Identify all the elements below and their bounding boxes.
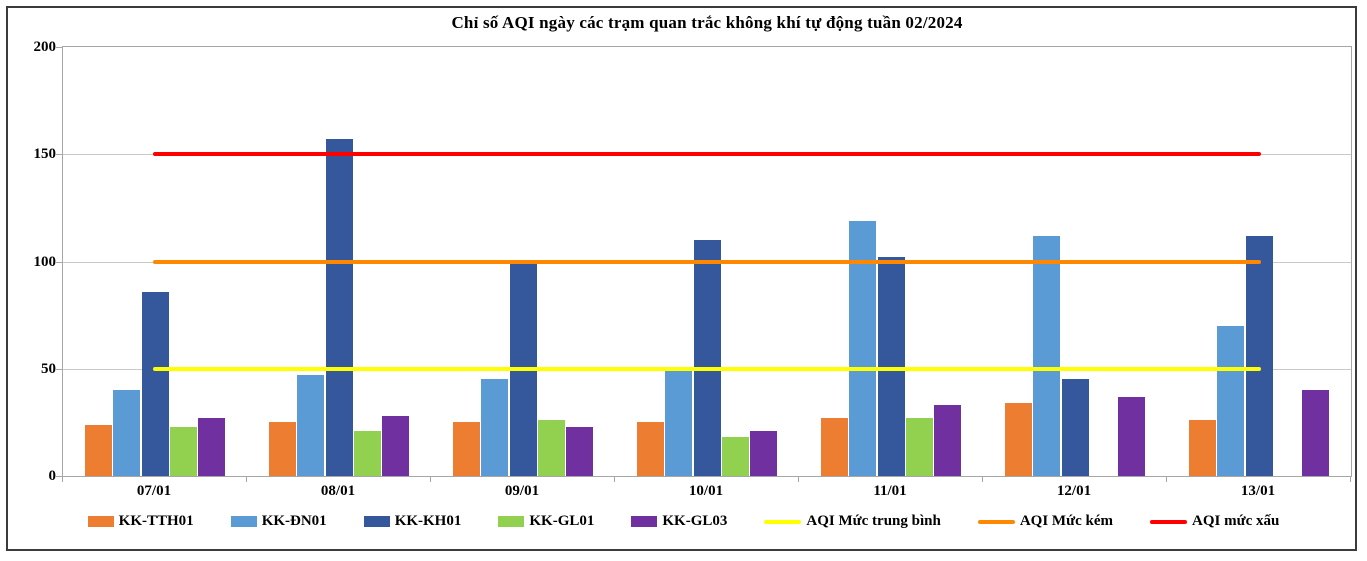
bar-kk-kh01-11-01 (877, 257, 905, 476)
bar-kk-tth01-07-01 (85, 424, 113, 476)
y-axis-label-0: 0 (48, 468, 57, 484)
bar-kk-gl03-12-01 (1117, 396, 1145, 476)
x-axis-label-10-01: 10/01 (688, 483, 724, 499)
y-axis-tick-0 (56, 476, 62, 477)
legend-item-kk-n01: KK-ĐN01 (230, 513, 327, 530)
bar-kk-gl03-08-01 (381, 415, 409, 476)
plot-area (62, 46, 1352, 477)
x-axis-tick-1 (246, 477, 247, 482)
y-axis-tick-100 (56, 261, 62, 263)
legend-color-swatch-kk-n01 (230, 516, 257, 527)
y-axis-tick-50 (56, 368, 62, 370)
legend-label-aqi-m-c-trung-b-nh: AQI Mức trung bình (806, 513, 941, 529)
legend-label-kk-gl01: KK-GL01 (529, 513, 595, 529)
bar-kk-n01-12-01 (1033, 235, 1061, 476)
x-axis-tick-2 (430, 477, 431, 482)
x-axis-tick-4 (798, 477, 799, 482)
bar-kk-gl03-10-01 (749, 430, 777, 476)
legend-label-kk-tth01: KK-TTH01 (118, 513, 194, 529)
bar-kk-gl03-09-01 (565, 426, 593, 476)
legend-item-aqi-m-c-x-u: AQI mức xấu (1149, 513, 1280, 530)
legend-color-swatch-kk-gl01 (498, 516, 525, 527)
legend-line-swatch-aqi-m-c-k-m (977, 519, 1015, 524)
bar-kk-gl03-07-01 (197, 418, 225, 476)
x-axis-label-09-01: 09/01 (504, 483, 540, 499)
chart-title: Chỉ số AQI ngày các trạm quan trắc không… (451, 13, 963, 32)
legend-label-aqi-m-c-k-m: AQI Mức kém (1019, 513, 1113, 529)
bar-kk-gl01-11-01 (905, 418, 933, 476)
y-axis-label-150: 150 (33, 146, 57, 163)
chart-legend: KK-TTH01 KK-ĐN01 KK-KH01 KK-GL01 KK-GL03 AQI … (10, 513, 1357, 530)
y-axis-tick-200 (56, 47, 62, 48)
legend-item-kk-gl03: KK-GL03 (631, 513, 727, 530)
bar-kk-n01-13-01 (1217, 325, 1245, 476)
legend-label-aqi-m-c-x-u: AQI mức xấu (1191, 513, 1280, 529)
legend-color-swatch-kk-gl03 (631, 516, 658, 527)
bar-kk-tth01-10-01 (637, 422, 665, 476)
legend-item-kk-tth01: KK-TTH01 (87, 513, 194, 530)
bar-kk-gl01-10-01 (721, 437, 749, 476)
bar-kk-tth01-13-01 (1189, 420, 1217, 476)
y-axis-label-200: 200 (33, 39, 57, 55)
bar-kk-gl01-07-01 (169, 426, 197, 476)
bar-kk-kh01-13-01 (1245, 235, 1273, 476)
bar-kk-gl01-09-01 (537, 420, 565, 476)
legend-label-kk-n01: KK-ĐN01 (261, 513, 327, 529)
legend-line-swatch-aqi-m-c-x-u (1149, 519, 1187, 524)
bar-kk-tth01-11-01 (821, 418, 849, 476)
x-axis-label-11-01: 11/01 (873, 483, 907, 499)
legend-item-aqi-m-c-k-m: AQI Mức kém (977, 513, 1113, 530)
x-axis-label-13-01: 13/01 (1240, 483, 1276, 499)
bar-kk-kh01-07-01 (141, 291, 169, 476)
reference-line-aqi-m-c-x-u (153, 152, 1261, 157)
y-axis-label-50: 50 (41, 360, 56, 377)
bar-kk-gl01-08-01 (353, 430, 381, 476)
bar-kk-n01-10-01 (665, 366, 693, 476)
x-axis-tick-0 (62, 477, 63, 482)
bar-kk-tth01-12-01 (1005, 403, 1033, 476)
legend-label-kk-gl03: KK-GL03 (662, 513, 728, 529)
legend-line-swatch-aqi-m-c-trung-b-nh (764, 519, 802, 524)
legend-item-kk-gl01: KK-GL01 (498, 513, 594, 530)
x-axis-tick-7 (1350, 477, 1351, 482)
x-axis-label-12-01: 12/01 (1056, 483, 1092, 499)
reference-line-aqi-m-c-k-m (153, 259, 1261, 264)
bar-kk-n01-09-01 (481, 379, 509, 476)
x-axis-tick-3 (614, 477, 615, 482)
x-axis-label-08-01: 08/01 (320, 483, 356, 499)
bar-kk-tth01-08-01 (269, 422, 297, 476)
bar-kk-n01-07-01 (113, 390, 141, 476)
bar-kk-kh01-12-01 (1061, 379, 1089, 476)
bar-kk-kh01-08-01 (325, 139, 353, 476)
bar-kk-tth01-09-01 (453, 422, 481, 476)
legend-label-kk-kh01: KK-KH01 (394, 513, 462, 529)
legend-color-swatch-kk-kh01 (363, 516, 390, 527)
x-axis-tick-5 (982, 477, 983, 482)
y-axis-tick-150 (56, 154, 62, 156)
bar-kk-gl03-11-01 (933, 405, 961, 476)
bar-kk-gl03-13-01 (1301, 390, 1329, 476)
reference-line-aqi-m-c-trung-b-nh (153, 366, 1261, 371)
legend-item-kk-kh01: KK-KH01 (363, 513, 462, 530)
bar-kk-n01-08-01 (297, 375, 325, 476)
x-axis-label-07-01: 07/01 (136, 483, 172, 499)
legend-item-aqi-m-c-trung-b-nh: AQI Mức trung bình (764, 513, 941, 530)
legend-color-swatch-kk-tth01 (87, 516, 114, 527)
x-axis-tick-6 (1166, 477, 1167, 482)
bar-kk-kh01-10-01 (693, 240, 721, 476)
y-axis-label-100: 100 (33, 253, 57, 270)
